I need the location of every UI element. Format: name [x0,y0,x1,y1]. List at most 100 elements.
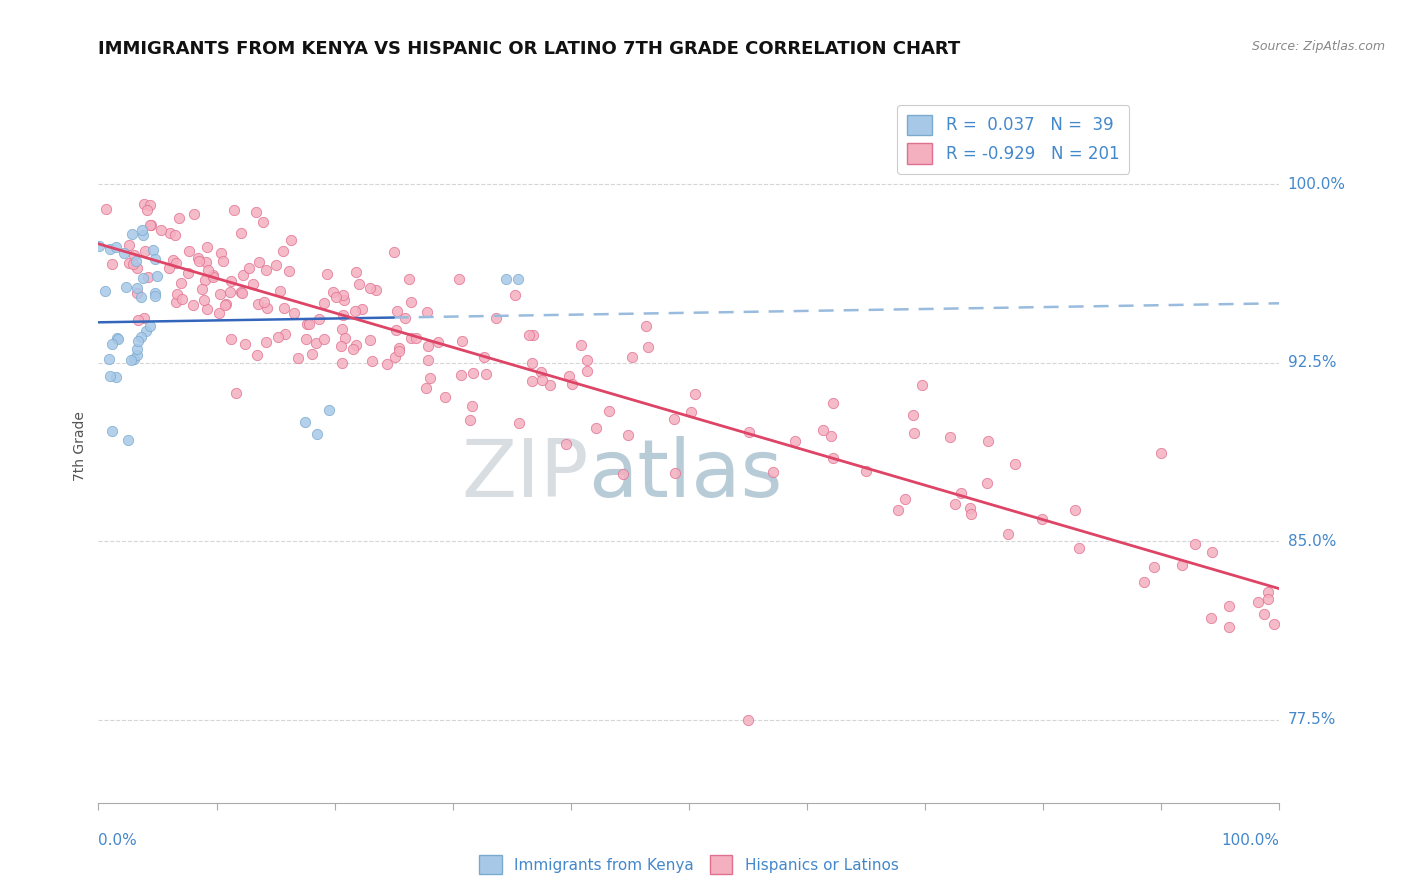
Point [87,239,110,253]
Point [612,467,634,481]
Point [664,466,686,480]
Point [903,426,925,441]
Point [522,374,544,388]
Point [585,421,607,435]
Point [315,267,337,281]
Point [554,437,576,451]
Point [120,352,142,367]
Point [538,378,561,392]
Point [359,281,381,295]
Point [105,331,128,345]
Legend: R =  0.037   N =  39, R = -0.929   N = 201: R = 0.037 N = 39, R = -0.929 N = 201 [897,104,1129,174]
Point [503,288,526,302]
Point [366,283,388,297]
Point [201,269,224,284]
Point [458,413,481,427]
Point [238,261,260,276]
Point [254,334,277,349]
Point [139,218,162,232]
Point [332,293,354,307]
Point [359,333,381,347]
Point [475,367,498,381]
Point [855,464,877,478]
Point [197,262,219,277]
Point [209,245,232,260]
Point [219,285,242,299]
Point [911,377,934,392]
Point [301,347,323,361]
Point [344,338,367,352]
Point [235,336,257,351]
Point [143,252,166,266]
Point [1253,607,1275,622]
Point [506,272,529,286]
Point [242,277,264,292]
Point [136,270,159,285]
Point [125,348,148,362]
Point [1263,617,1285,632]
Point [98,351,121,366]
Point [101,336,124,351]
Point [105,240,128,254]
Point [450,334,472,348]
Text: IMMIGRANTS FROM KENYA VS HISPANIC OR LATINO 7TH GRADE CORRELATION CHART: IMMIGRANTS FROM KENYA VS HISPANIC OR LAT… [98,40,960,58]
Point [195,255,218,269]
Point [385,323,408,337]
Point [322,285,344,299]
Point [1004,457,1026,471]
Point [245,204,267,219]
Point [252,215,274,229]
Point [887,503,910,517]
Point [145,289,167,303]
Point [461,367,484,381]
Point [347,277,370,291]
Point [959,507,981,521]
Point [997,527,1019,541]
Point [131,270,153,285]
Point [170,292,193,306]
Point [283,305,305,319]
Point [820,429,842,443]
Point [823,451,845,466]
Point [433,390,456,404]
Point [821,395,844,409]
Point [813,423,835,437]
Point [361,354,384,368]
Point [382,244,405,259]
Point [474,351,496,365]
Point [278,264,301,278]
Point [187,251,209,265]
Text: 0.0%: 0.0% [98,833,138,848]
Point [344,265,367,279]
Point [122,257,145,271]
Point [125,254,148,268]
Point [221,332,243,346]
Point [162,252,184,267]
Point [264,259,287,273]
Point [561,377,583,392]
Point [134,244,156,259]
Point [1133,574,1156,589]
Point [385,304,408,318]
Point [122,352,145,367]
Point [101,424,124,438]
Point [246,297,269,311]
Point [177,267,200,281]
Point [256,301,278,315]
Point [681,404,703,418]
Point [517,328,540,343]
Point [136,203,159,218]
Point [1064,503,1087,517]
Point [134,197,156,211]
Point [634,319,657,334]
Point [118,256,141,270]
Point [269,285,291,299]
Point [212,253,235,268]
Point [222,203,245,218]
Point [142,243,165,257]
Point [1143,559,1166,574]
Point [246,348,269,362]
Point [271,244,294,259]
Point [575,364,598,378]
Point [959,501,981,516]
